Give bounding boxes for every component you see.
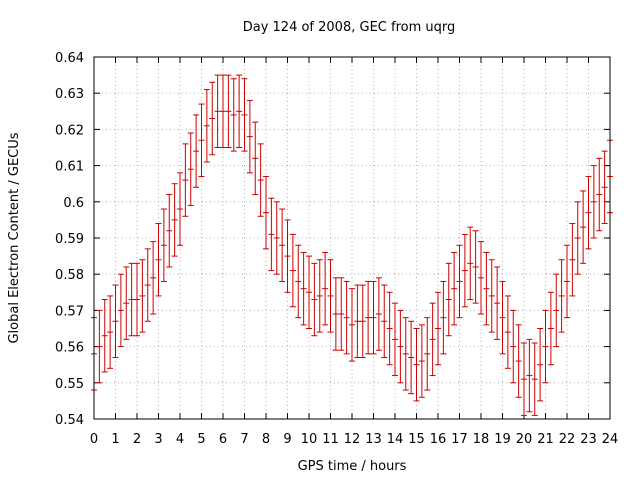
y-tick-label: 0.55: [55, 377, 84, 392]
x-tick-label: 13: [365, 432, 382, 447]
y-tick-label: 0.64: [55, 51, 84, 66]
y-tick-label: 0.58: [55, 268, 84, 283]
y-tick-label: 0.59: [55, 232, 84, 247]
x-tick-labels: 0 1 2 3 4 5 6 7 8 9 10 11 12 13 14 15 16 17 18 19 20 21 22 23 24: [90, 432, 618, 447]
x-tick-label: 2: [133, 432, 141, 447]
series: [91, 74, 613, 416]
x-tick-label: 19: [494, 432, 511, 447]
x-tick-label: 5: [197, 432, 205, 447]
x-tick-label: 6: [219, 432, 227, 447]
y-tick-label: 0.57: [55, 304, 84, 319]
y-tick-label: 0.61: [55, 160, 84, 175]
x-tick-label: 7: [240, 432, 248, 447]
x-tick-label: 4: [176, 432, 184, 447]
y-tick-label: 0.63: [55, 87, 84, 102]
x-tick-label: 24: [602, 432, 619, 447]
x-tick-label: 17: [451, 432, 468, 447]
x-tick-label: 8: [262, 432, 270, 447]
grid: [94, 57, 610, 419]
axis-ticks: [93, 56, 611, 420]
x-tick-label: 11: [322, 432, 339, 447]
x-tick-label: 20: [516, 432, 533, 447]
y-tick-label: 0.6: [63, 196, 84, 211]
x-tick-label: 14: [387, 432, 404, 447]
y-tick-labels: 0.54 0.55 0.56 0.57 0.58 0.59 0.6 0.61 0.62 0.63 0…: [55, 51, 84, 428]
x-tick-label: 10: [301, 432, 318, 447]
y-tick-label: 0.56: [55, 341, 84, 356]
y-axis-label: Global Electron Content / GECUs: [7, 132, 22, 343]
y-tick-label: 0.54: [55, 413, 84, 428]
x-tick-label: 22: [559, 432, 576, 447]
x-tick-label: 23: [580, 432, 597, 447]
x-tick-label: 18: [473, 432, 490, 447]
chart-title: Day 124 of 2008, GEC from uqrg: [243, 20, 456, 35]
x-tick-label: 15: [408, 432, 425, 447]
y-tick-label: 0.62: [55, 123, 84, 138]
x-axis-label: GPS time / hours: [298, 459, 407, 474]
x-tick-label: 3: [154, 432, 162, 447]
x-tick-label: 21: [537, 432, 554, 447]
x-tick-label: 16: [430, 432, 447, 447]
x-tick-label: 1: [111, 432, 119, 447]
x-tick-label: 0: [90, 432, 98, 447]
x-tick-label: 12: [344, 432, 361, 447]
plot-frame: [93, 56, 611, 420]
x-tick-label: 9: [283, 432, 291, 447]
